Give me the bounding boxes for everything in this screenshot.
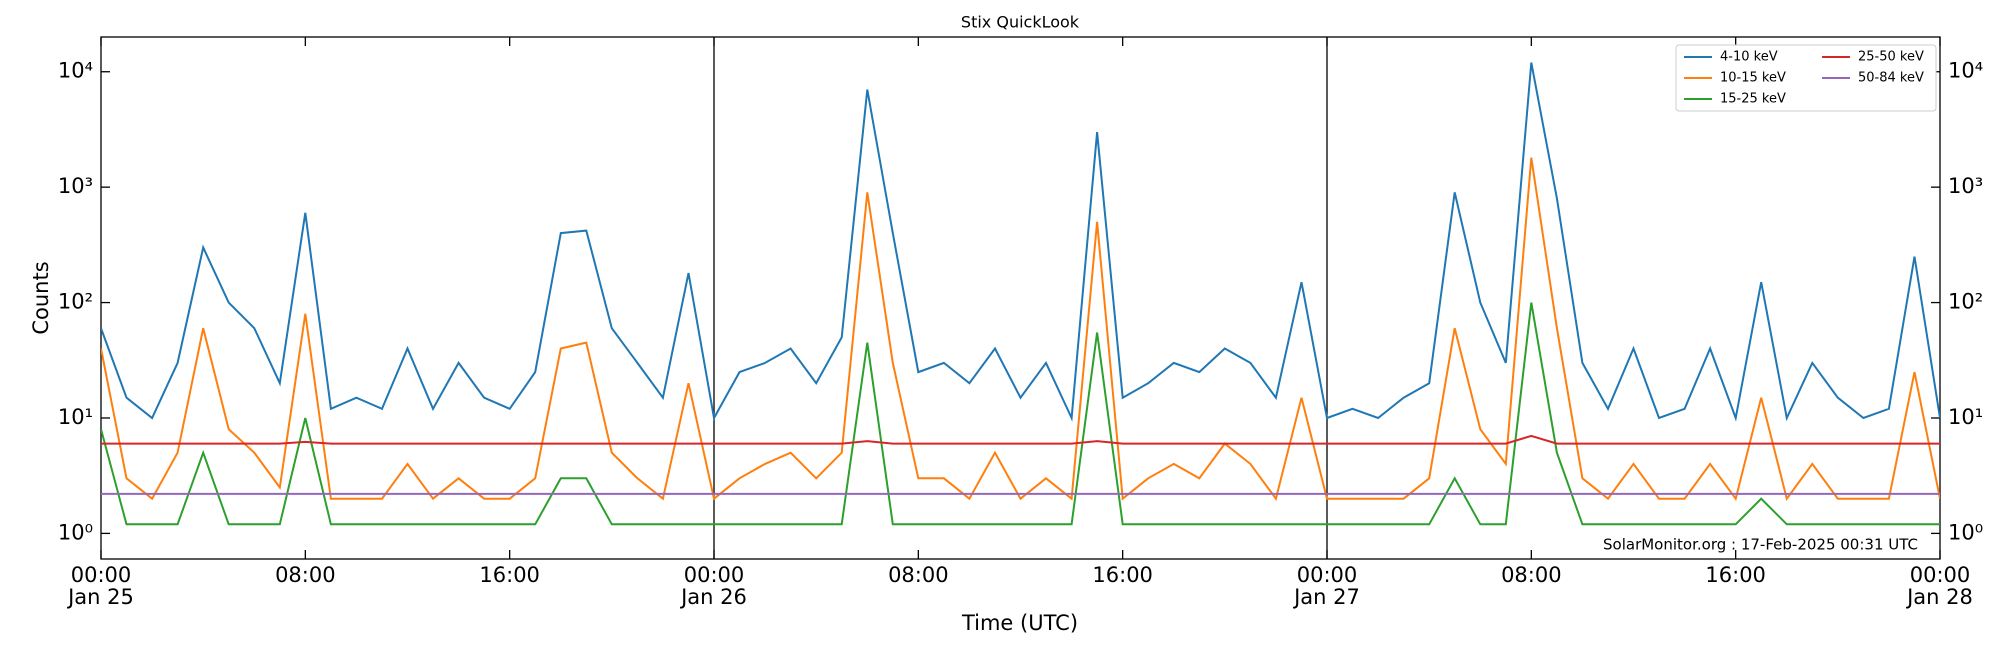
series-line [101,434,1940,445]
y-tick-label: 10² [1948,290,1983,314]
plot-frame [100,36,1941,560]
y-axis-label: Counts [29,261,53,334]
series-line [101,157,1940,502]
x-tick-label: 16:00 [479,563,540,587]
x-tick-label: Jan 28 [1905,585,1973,609]
legend-label: 4-10 keV [1720,50,1778,65]
y-tick-label: 10¹ [58,405,93,429]
x-tick-label: 00:00 [684,563,745,587]
x-tick-label: 16:00 [1705,563,1766,587]
chart-title: Stix QuickLook [961,13,1080,32]
y-tick-label: 10³ [58,174,93,198]
x-tick-label: 16:00 [1092,563,1153,587]
series-line [101,302,1940,526]
legend-label: 15-25 keV [1720,92,1786,107]
y-tick-label: 10⁰ [58,520,93,544]
y-tick-label: 10² [58,290,93,314]
x-tick-label: 00:00 [1910,563,1971,587]
y-tick-label: 10⁴ [58,59,93,83]
legend-label: 25-50 keV [1858,50,1924,65]
legend-box [1675,44,1937,112]
y-tick-label: 10³ [1948,174,1983,198]
annotation: SolarMonitor.org : 17-Feb-2025 00:31 UTC [1603,536,1918,554]
x-tick-label: Jan 26 [679,585,747,609]
x-axis-label: Time (UTC) [961,611,1078,635]
x-tick-label: Jan 25 [66,585,134,609]
y-tick-label: 10¹ [1948,405,1983,429]
x-tick-label: 08:00 [275,563,336,587]
series-line [101,62,1940,422]
x-tick-label: 08:00 [1501,563,1562,587]
y-tick-label: 10⁰ [1948,520,1983,544]
legend-label: 10-15 keV [1720,71,1786,86]
x-tick-label: 08:00 [888,563,949,587]
x-tick-label: Jan 27 [1292,585,1360,609]
y-tick-label: 10⁴ [1948,59,1983,83]
x-tick-label: 00:00 [1297,563,1358,587]
x-tick-label: 00:00 [71,563,132,587]
legend-label: 50-84 keV [1858,71,1924,86]
